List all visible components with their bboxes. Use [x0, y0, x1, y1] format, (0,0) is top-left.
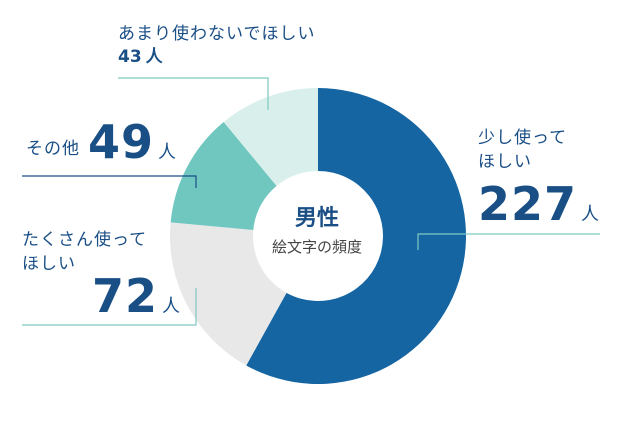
slice-label-0-line-2: ほしい [478, 152, 532, 172]
donut-slice-2 [170, 121, 277, 231]
slice-label-1-line-1: たくさん使って [22, 230, 148, 250]
center-subtitle: 絵文字の頻度 [271, 238, 362, 256]
center-title: 男性 [294, 206, 339, 231]
leader-line-3 [118, 77, 269, 110]
slice-unit-3: 人 [145, 47, 163, 67]
slice-value-1: 72 [92, 269, 159, 323]
slice-unit-0: 人 [581, 204, 600, 225]
leader-line-1 [22, 288, 197, 326]
slice-label-0-line-1: 少し使って [478, 128, 568, 148]
slice-value-0: 227 [478, 177, 578, 231]
slice-label-1-line-2: ほしい [22, 254, 76, 274]
slice-label-2-line-1: その他 [26, 139, 80, 159]
leader-line-0 [417, 233, 600, 250]
slice-unit-2: 人 [158, 142, 177, 163]
slice-value-2: 49 [88, 115, 155, 169]
leader-line-2 [22, 175, 197, 188]
slice-label-3-line-1: あまり使わないでほしい [118, 24, 316, 44]
donut-slice-0 [246, 88, 466, 384]
donut-slice-3 [223, 88, 318, 186]
slice-unit-1: 人 [162, 296, 181, 317]
donut-slice-1 [170, 222, 287, 366]
slice-value-3: 43 [118, 47, 142, 67]
